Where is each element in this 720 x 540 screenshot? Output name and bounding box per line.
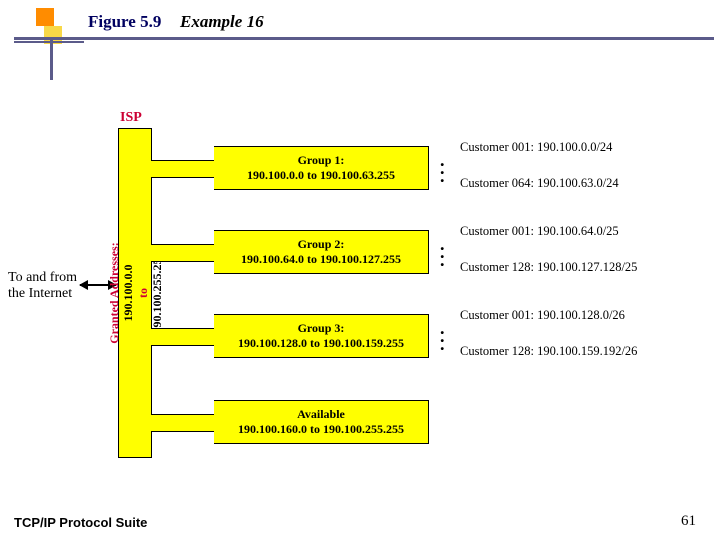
decor-line-vert bbox=[50, 40, 53, 80]
granted-l3: to bbox=[136, 288, 150, 298]
decor-square-orange bbox=[36, 8, 54, 26]
customer-3a: Customer 001: 190.100.128.0/26 bbox=[460, 308, 625, 323]
bracket-3 bbox=[124, 314, 428, 358]
bracket-2 bbox=[124, 230, 428, 274]
available-title: Available bbox=[297, 407, 345, 422]
vdots-2-icon: ... bbox=[440, 240, 445, 264]
joiner-4 bbox=[151, 414, 215, 432]
customer-1b: Customer 064: 190.100.63.0/24 bbox=[460, 176, 619, 191]
vdots-3-icon: ... bbox=[440, 324, 445, 348]
granted-l1: Granted Addresses: bbox=[107, 242, 121, 343]
customer-3b: Customer 128: 190.100.159.192/26 bbox=[460, 344, 637, 359]
bracket-1 bbox=[124, 146, 428, 190]
customer-2b: Customer 128: 190.100.127.128/25 bbox=[460, 260, 637, 275]
figure-number: Figure 5.9 bbox=[88, 12, 161, 32]
vdots-1-icon: ... bbox=[440, 156, 445, 180]
internet-line2: the Internet bbox=[8, 286, 72, 301]
page-number: 61 bbox=[681, 513, 696, 530]
diagram: ISP To and from the Internet Granted Add… bbox=[0, 110, 720, 490]
decor-line-main bbox=[14, 37, 714, 40]
customer-1a: Customer 001: 190.100.0.0/24 bbox=[460, 140, 612, 155]
customer-2a: Customer 001: 190.100.64.0/25 bbox=[460, 224, 619, 239]
footer-title: TCP/IP Protocol Suite bbox=[14, 515, 147, 530]
decor-line-short bbox=[14, 41, 84, 43]
figure-caption: Example 16 bbox=[180, 12, 264, 32]
available-range: 190.100.160.0 to 190.100.255.255 bbox=[238, 422, 404, 437]
available-box: Available 190.100.160.0 to 190.100.255.2… bbox=[214, 400, 429, 444]
internet-line1: To and from bbox=[8, 270, 77, 285]
isp-label: ISP bbox=[120, 110, 142, 126]
internet-label: To and from the Internet bbox=[8, 270, 77, 302]
